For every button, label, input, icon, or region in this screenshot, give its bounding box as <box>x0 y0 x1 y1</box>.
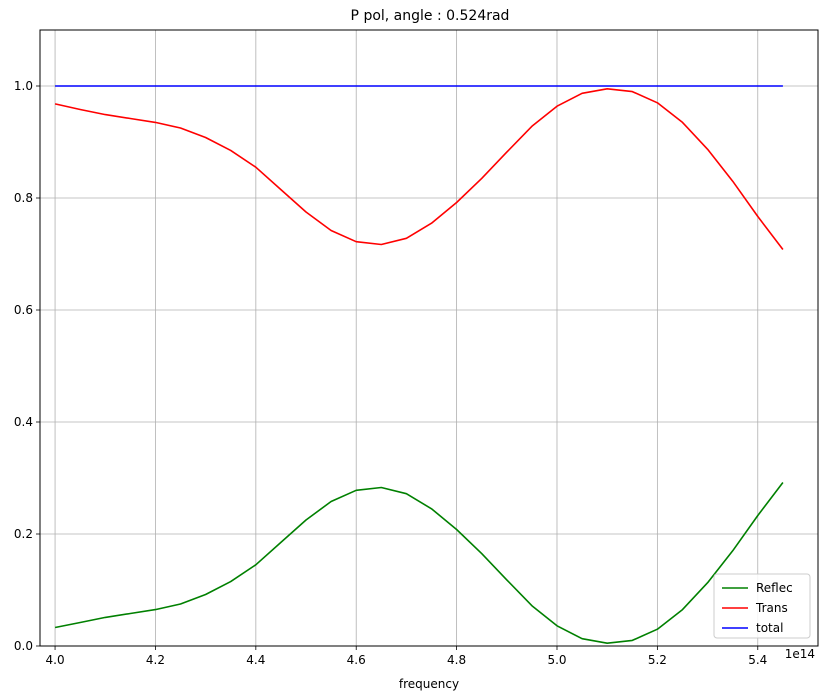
chart-title: P pol, angle : 0.524rad <box>351 8 510 24</box>
series-layer <box>54 85 784 645</box>
legend-label-trans: Trans <box>755 601 788 615</box>
series-line-trans <box>54 88 784 250</box>
x-offset-label: 1e14 <box>785 647 815 661</box>
x-tick-label: 4.6 <box>347 653 366 667</box>
x-axis-label: frequency <box>399 677 459 691</box>
x-tick-label: 5.2 <box>648 653 667 667</box>
x-tick-label: 4.2 <box>146 653 165 667</box>
y-tick-label: 0.0 <box>14 639 33 653</box>
y-tick-label: 0.6 <box>14 303 33 317</box>
legend-label-total: total <box>756 621 783 635</box>
x-tick-label: 5.0 <box>547 653 566 667</box>
legend: Reflec Trans total <box>713 573 811 639</box>
y-tick-label: 0.8 <box>14 191 33 205</box>
x-tick-label: 5.4 <box>748 653 767 667</box>
plot-frame <box>39 29 819 647</box>
y-axis: 0.0 0.2 0.4 0.6 0.8 1.0 <box>14 79 40 653</box>
y-tick-label: 1.0 <box>14 79 33 93</box>
x-axis: 4.0 4.2 4.4 4.6 4.8 5.0 5.2 5.4 <box>46 646 767 667</box>
series-line-reflec <box>54 482 784 645</box>
x-tick-label: 4.8 <box>447 653 466 667</box>
legend-label-reflec: Reflec <box>756 581 793 595</box>
y-tick-label: 0.4 <box>14 415 33 429</box>
x-tick-label: 4.0 <box>46 653 65 667</box>
y-tick-label: 0.2 <box>14 527 33 541</box>
x-tick-label: 4.4 <box>246 653 265 667</box>
legend-box <box>713 573 811 639</box>
